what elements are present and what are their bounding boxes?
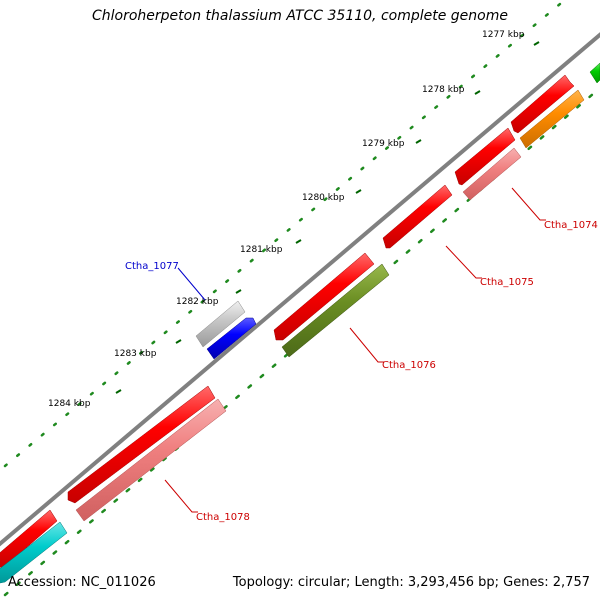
scale-labels: 1277 kbp 1278 kbp 1279 kbp 1280 kbp 1281… (48, 30, 525, 409)
genome-backbone (0, 32, 600, 547)
scale-label: 1277 kbp (482, 30, 525, 40)
outer-scale-ring (3, 2, 562, 468)
gene-label-ctha-1074[interactable]: Ctha_1074 (544, 220, 598, 231)
gene-track-inner-2 (0, 62, 600, 584)
gene-feature[interactable] (510, 74, 575, 134)
gene-feature[interactable] (195, 300, 246, 348)
gene-feature[interactable] (462, 147, 522, 201)
scale-label: 1284 kbp (48, 399, 91, 409)
gene-feature[interactable] (273, 252, 375, 341)
scale-label: 1278 kbp (422, 85, 465, 95)
label-leaders (164, 187, 546, 513)
gene-feature[interactable] (454, 127, 516, 186)
gene-feature[interactable] (0, 509, 58, 569)
accession-text: Accession: NC_011026 (8, 575, 156, 590)
gene-label-ctha-1076[interactable]: Ctha_1076 (382, 360, 436, 371)
gene-label-ctha-1077[interactable]: Ctha_1077 (125, 261, 179, 272)
gene-feature[interactable] (0, 521, 68, 584)
gene-label-ctha-1075[interactable]: Ctha_1075 (480, 277, 534, 288)
gene-feature[interactable] (519, 89, 585, 149)
gene-track-inner-1 (0, 74, 575, 569)
scale-label: 1281 kbp (240, 245, 283, 255)
gene-feature[interactable] (589, 62, 600, 84)
scale-label: 1280 kbp (302, 193, 345, 203)
gene-feature[interactable] (281, 263, 390, 358)
gene-labels: Ctha_1074 Ctha_1075 Ctha_1076 Ctha_1077 … (125, 220, 598, 523)
scale-label: 1279 kbp (362, 139, 405, 149)
gene-track-outer (195, 300, 257, 360)
gene-feature[interactable] (382, 184, 453, 249)
gene-label-ctha-1078[interactable]: Ctha_1078 (196, 512, 250, 523)
gene-feature[interactable] (67, 385, 216, 504)
scale-label: 1283 kbp (114, 349, 157, 359)
inner-scale-ring (3, 86, 600, 597)
genome-summary-text: Topology: circular; Length: 3,293,456 bp… (232, 575, 590, 590)
genome-title: Chloroherpeton thalassium ATCC 35110, co… (92, 8, 508, 24)
gene-feature[interactable] (206, 317, 257, 360)
gene-feature[interactable] (75, 398, 227, 522)
scale-label: 1282 kbp (176, 297, 219, 307)
kbp-major-ticks (115, 41, 540, 394)
